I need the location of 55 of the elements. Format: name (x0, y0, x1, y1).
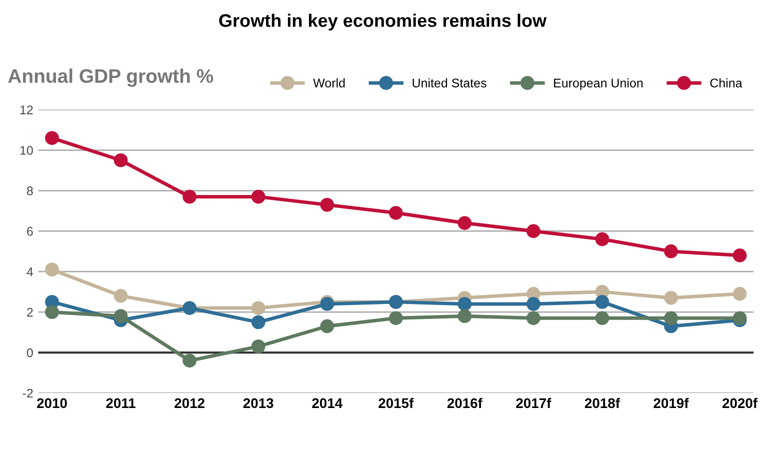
point (526, 311, 540, 326)
legend-label: European Union (554, 78, 643, 90)
point (45, 131, 59, 145)
x-tick-label: 2020f (722, 398, 758, 408)
x-tick-label: 2016f (447, 398, 482, 408)
point (251, 301, 266, 315)
point (664, 244, 678, 258)
point (732, 248, 747, 262)
point (251, 340, 266, 354)
y-tick-label: 2 (27, 308, 33, 317)
point (458, 216, 472, 230)
point (664, 311, 678, 326)
x-tick-label: 2019f (654, 398, 689, 408)
point (182, 190, 197, 204)
legend-label: United States (412, 78, 486, 88)
point (732, 286, 747, 301)
y-tick-label: 4 (26, 268, 34, 276)
x-tick-label: 2010 (37, 398, 67, 408)
x-tick-label: 2014 (312, 398, 342, 408)
x-tick-label: 2013 (243, 398, 274, 408)
point (458, 309, 472, 324)
point (251, 190, 266, 204)
y-tick-label: -2 (22, 388, 33, 398)
point (320, 198, 334, 212)
x-tick-label: 2011 (106, 398, 136, 408)
point (182, 354, 197, 368)
point (595, 232, 610, 246)
point (114, 153, 128, 168)
point (526, 224, 540, 238)
point (458, 297, 472, 311)
point (664, 290, 678, 305)
x-tick-label: 2015f (378, 398, 414, 408)
y-tick-label: 10 (20, 146, 33, 155)
point (251, 315, 266, 330)
y-tick-label: 8 (26, 186, 33, 196)
point (595, 295, 610, 309)
chart-title: Growth in key economies remains low (219, 14, 547, 31)
point (595, 311, 610, 326)
point (388, 311, 403, 326)
point (45, 305, 59, 320)
y-tick-label: 12 (20, 105, 33, 114)
legend-label: World (313, 78, 345, 88)
point (114, 288, 128, 303)
y-tick-label: 6 (27, 226, 33, 236)
y-tick-label: 0 (26, 348, 33, 358)
point (388, 206, 403, 220)
point (114, 309, 128, 324)
x-tick-label: 2012 (174, 398, 204, 408)
y-axis-title: Annual GDP growth % (8, 68, 214, 87)
x-tick-label: 2017f (516, 398, 552, 408)
legend-label: China (710, 78, 742, 88)
point (320, 319, 334, 334)
point (45, 262, 59, 277)
point (526, 297, 540, 311)
x-tick-label: 2018f (584, 398, 620, 408)
